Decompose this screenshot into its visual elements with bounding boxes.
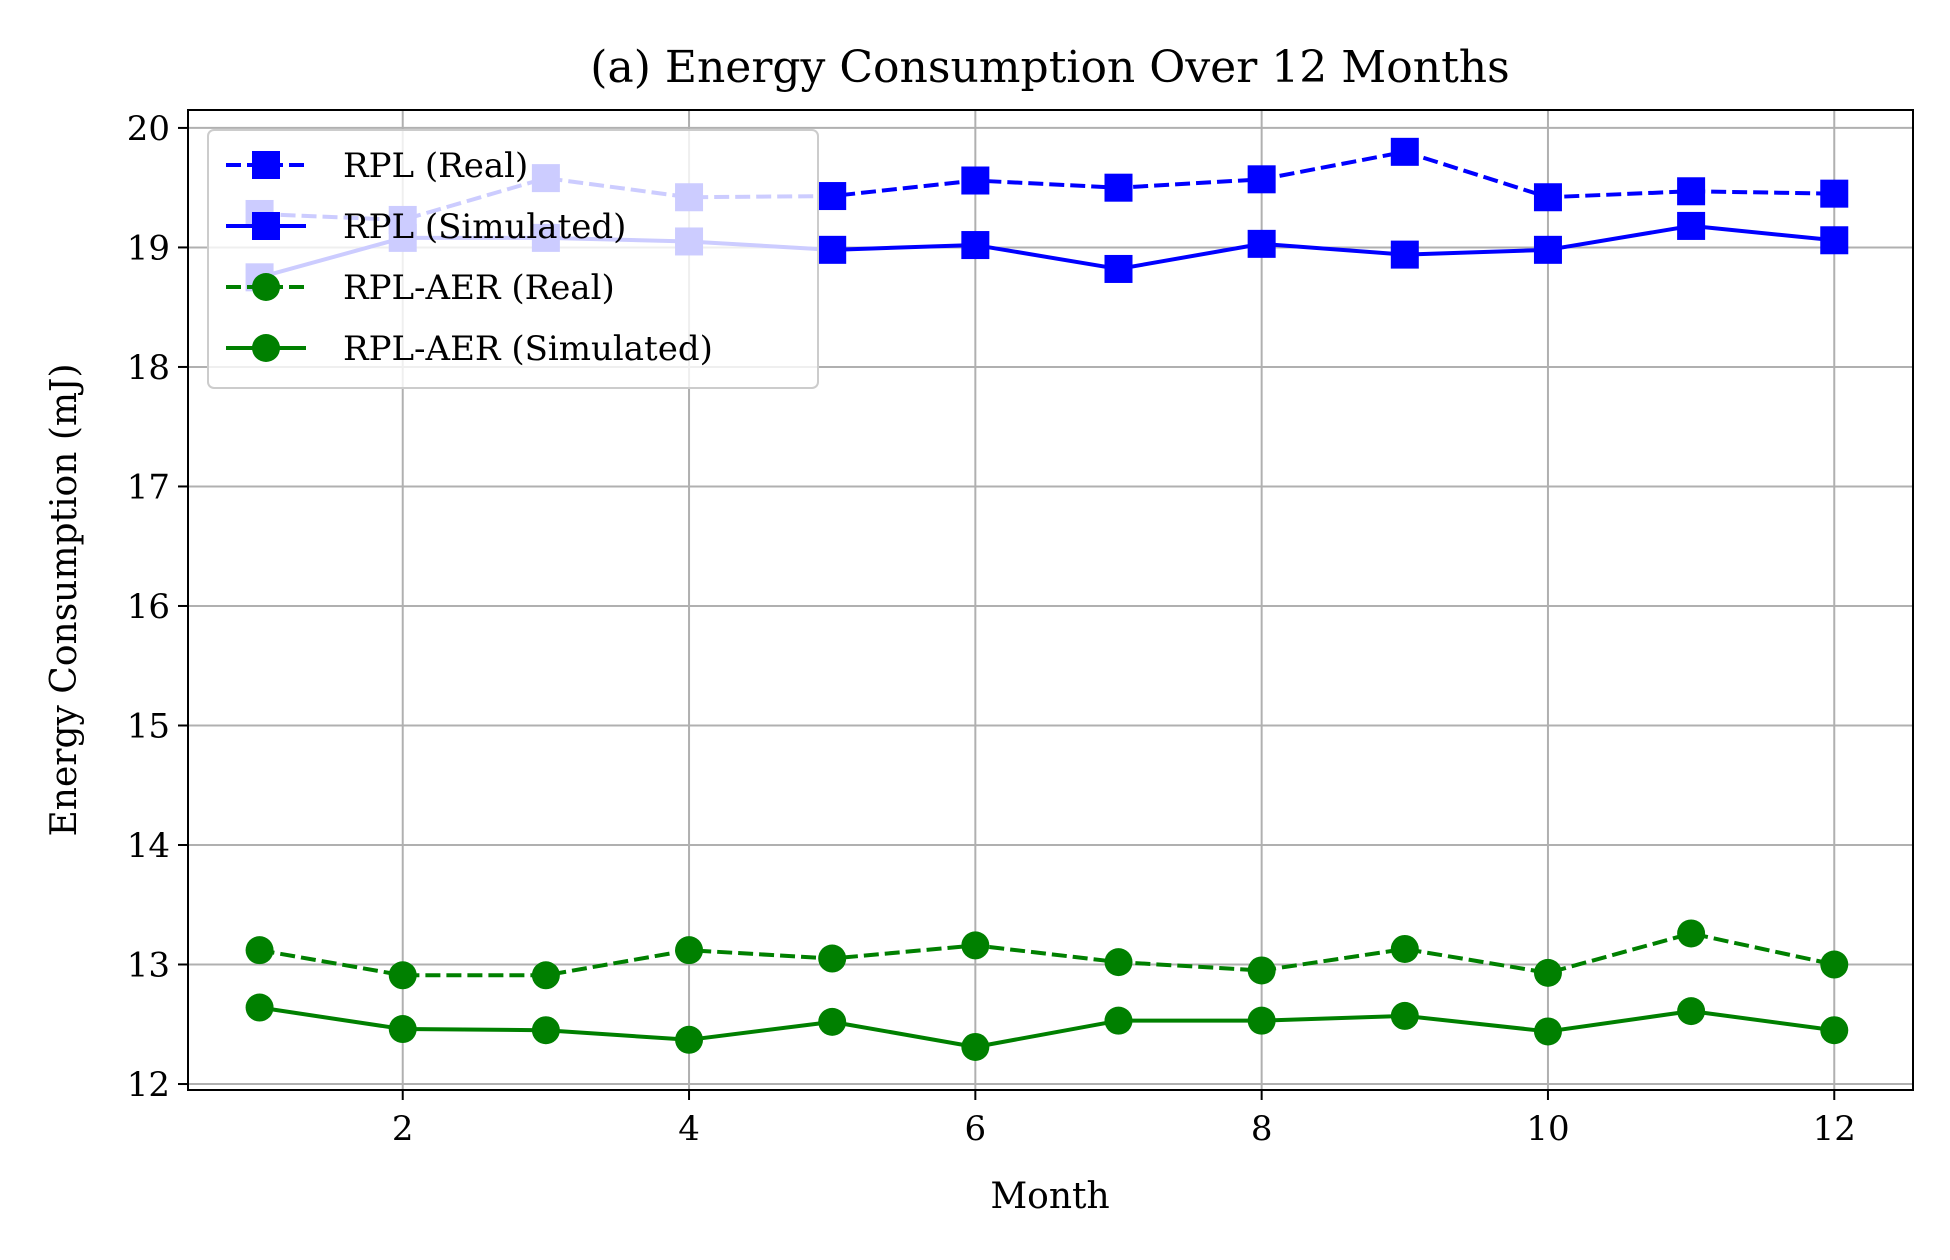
data-point <box>961 166 990 195</box>
data-point <box>1390 137 1419 166</box>
data-point <box>531 1016 560 1045</box>
legend-marker <box>252 212 280 240</box>
series-line <box>259 931 1835 978</box>
data-point <box>1677 919 1706 948</box>
data-point <box>675 1025 704 1054</box>
data-point <box>818 944 847 973</box>
series-2 <box>245 919 1849 990</box>
data-point <box>961 931 990 960</box>
data-point <box>1533 183 1562 212</box>
data-point <box>1247 165 1276 194</box>
data-point <box>1533 235 1562 264</box>
data-point <box>818 182 847 211</box>
x-tick-label: 6 <box>965 1109 987 1149</box>
y-tick-label: 17 <box>127 467 170 507</box>
data-point <box>245 936 274 965</box>
legend-entry: RPL-AER (Simulated) <box>226 329 713 369</box>
data-point <box>1247 956 1276 985</box>
y-tick-label: 16 <box>127 587 170 627</box>
legend-label: RPL (Real) <box>343 146 528 186</box>
data-point <box>1247 229 1276 258</box>
legend-marker <box>252 273 280 301</box>
data-point <box>1104 254 1133 283</box>
series-line <box>259 1005 1835 1049</box>
x-tick-label: 12 <box>1813 1109 1856 1149</box>
x-tick-label: 4 <box>678 1109 700 1149</box>
legend-entry: RPL (Simulated) <box>226 207 626 247</box>
x-axis-label: Month <box>990 1176 1109 1217</box>
x-tick-label: 10 <box>1526 1109 1569 1149</box>
x-tick-label: 2 <box>392 1109 414 1149</box>
x-tick-label: 8 <box>1251 1109 1273 1149</box>
chart-title: (a) Energy Consumption Over 12 Months <box>590 42 1509 93</box>
y-tick-label: 15 <box>127 706 170 746</box>
y-tick-label: 19 <box>127 228 170 268</box>
data-point <box>1533 958 1562 987</box>
data-point <box>1390 240 1419 269</box>
legend-marker <box>252 334 280 362</box>
legend-entry: RPL (Real) <box>226 146 528 186</box>
data-point <box>1390 1001 1419 1030</box>
data-point <box>1677 211 1706 240</box>
data-point <box>1677 177 1706 206</box>
data-point <box>818 235 847 264</box>
legend: RPL (Real) RPL (Simulated) RPL-AER (Real) R… <box>207 129 819 389</box>
y-tick-label: 13 <box>127 946 170 986</box>
data-point <box>531 961 560 990</box>
data-point <box>1104 948 1133 977</box>
data-point <box>961 231 990 260</box>
series-3 <box>245 993 1849 1061</box>
y-axis-label: Energy Consumption (mJ) <box>44 364 85 837</box>
data-point <box>1390 934 1419 963</box>
data-point <box>1820 950 1849 979</box>
plot-frame <box>187 109 1914 1091</box>
y-tick-label: 12 <box>127 1065 170 1105</box>
series-line <box>259 149 1835 222</box>
data-point <box>1820 1016 1849 1045</box>
legend-entry: RPL-AER (Real) <box>226 268 615 308</box>
legend-label: RPL (Simulated) <box>343 207 626 247</box>
data-point <box>1533 1017 1562 1046</box>
legend-label: RPL-AER (Simulated) <box>343 329 713 369</box>
data-point <box>1104 173 1133 202</box>
data-point <box>388 1015 417 1044</box>
data-point <box>1677 997 1706 1026</box>
data-point <box>1104 1006 1133 1035</box>
legend-marker <box>252 151 280 179</box>
y-tick-label: 18 <box>127 348 170 388</box>
data-point <box>1820 226 1849 255</box>
y-tick-label: 20 <box>127 109 170 149</box>
data-point <box>961 1032 990 1061</box>
data-point <box>388 961 417 990</box>
data-point <box>818 1007 847 1036</box>
data-point <box>1247 1006 1276 1035</box>
y-tick-label: 14 <box>127 826 170 866</box>
data-point <box>1820 179 1849 208</box>
axis-ticks: 2 4 6 8 10 12 12 13 14 15 16 17 18 19 20 <box>127 109 1856 1149</box>
data-point <box>675 936 704 965</box>
legend-label: RPL-AER (Real) <box>343 268 615 308</box>
data-point <box>245 993 274 1022</box>
legend-box <box>207 129 819 389</box>
